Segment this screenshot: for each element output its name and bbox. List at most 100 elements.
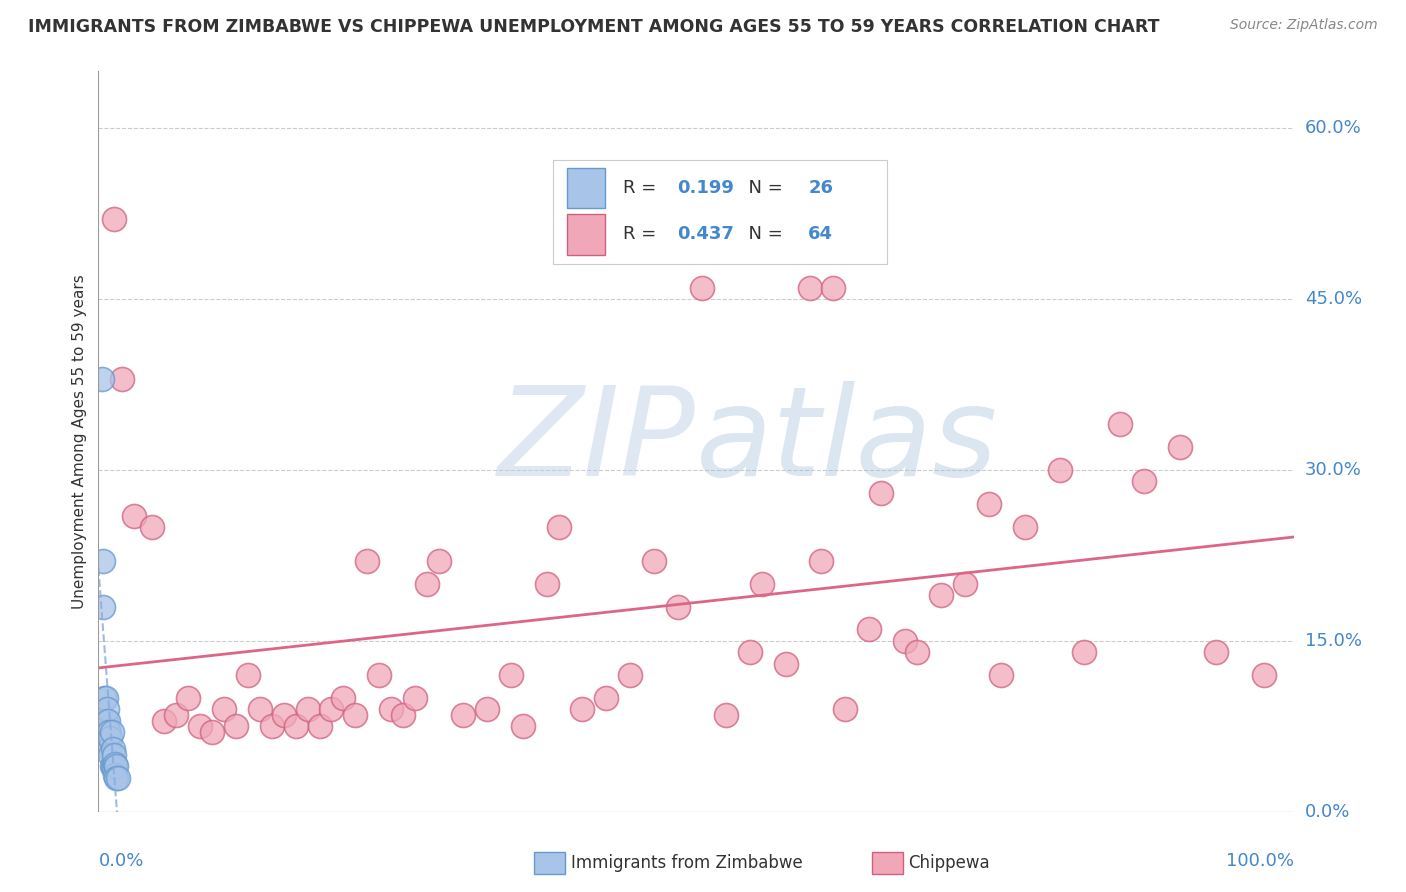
Point bbox=[212, 702, 235, 716]
Point bbox=[201, 725, 224, 739]
Text: IMMIGRANTS FROM ZIMBABWE VS CHIPPEWA UNEMPLOYMENT AMONG AGES 55 TO 59 YEARS CORR: IMMIGRANTS FROM ZIMBABWE VS CHIPPEWA UNE… bbox=[28, 18, 1160, 36]
Point bbox=[165, 707, 187, 722]
Point bbox=[977, 497, 1000, 511]
Point bbox=[643, 554, 665, 568]
Point bbox=[775, 657, 797, 671]
Text: 15.0%: 15.0% bbox=[1305, 632, 1361, 650]
Y-axis label: Unemployment Among Ages 55 to 59 years: Unemployment Among Ages 55 to 59 years bbox=[72, 274, 87, 609]
Point bbox=[799, 281, 821, 295]
Point bbox=[690, 281, 713, 295]
Text: Source: ZipAtlas.com: Source: ZipAtlas.com bbox=[1230, 18, 1378, 32]
Point bbox=[990, 668, 1012, 682]
Point bbox=[1073, 645, 1095, 659]
Point bbox=[91, 599, 114, 614]
Point bbox=[332, 690, 354, 705]
Point bbox=[98, 742, 121, 756]
Point bbox=[751, 577, 773, 591]
Text: ZIP: ZIP bbox=[498, 381, 696, 502]
Point bbox=[1133, 475, 1156, 489]
Point bbox=[1109, 417, 1132, 432]
Text: 0.199: 0.199 bbox=[676, 179, 734, 197]
Text: 0.0%: 0.0% bbox=[98, 853, 143, 871]
Text: R =: R = bbox=[623, 226, 662, 244]
Point bbox=[344, 707, 367, 722]
Point bbox=[188, 719, 211, 733]
Point bbox=[380, 702, 402, 716]
Point bbox=[595, 690, 617, 705]
Point bbox=[547, 520, 569, 534]
Point bbox=[512, 719, 534, 733]
Point bbox=[103, 761, 125, 775]
Point bbox=[392, 707, 415, 722]
Point bbox=[111, 372, 134, 386]
Point bbox=[894, 633, 917, 648]
Point bbox=[100, 759, 122, 773]
Point bbox=[97, 714, 120, 728]
Point bbox=[107, 771, 129, 785]
Point bbox=[93, 714, 115, 728]
Point bbox=[101, 759, 124, 773]
Point bbox=[96, 725, 118, 739]
Point bbox=[101, 742, 124, 756]
Point bbox=[1049, 463, 1071, 477]
Text: 0.437: 0.437 bbox=[676, 226, 734, 244]
Point bbox=[91, 554, 114, 568]
Point bbox=[427, 554, 450, 568]
Point bbox=[100, 725, 122, 739]
Point bbox=[284, 719, 307, 733]
Point bbox=[321, 702, 343, 716]
Point bbox=[96, 702, 118, 716]
Point bbox=[1253, 668, 1275, 682]
Point bbox=[666, 599, 689, 614]
Point bbox=[929, 588, 952, 602]
Text: 60.0%: 60.0% bbox=[1305, 120, 1361, 137]
Text: 30.0%: 30.0% bbox=[1305, 461, 1361, 479]
FancyBboxPatch shape bbox=[553, 161, 887, 264]
Text: Immigrants from Zimbabwe: Immigrants from Zimbabwe bbox=[571, 854, 803, 871]
Point bbox=[571, 702, 593, 716]
Point bbox=[141, 520, 163, 534]
Point bbox=[98, 731, 122, 745]
Point bbox=[260, 719, 283, 733]
Text: R =: R = bbox=[623, 179, 662, 197]
Point bbox=[236, 668, 259, 682]
Point bbox=[103, 747, 125, 762]
Point bbox=[225, 719, 247, 733]
Point bbox=[94, 690, 117, 705]
Point bbox=[249, 702, 271, 716]
Point bbox=[823, 281, 845, 295]
Text: Chippewa: Chippewa bbox=[908, 854, 990, 871]
Point bbox=[905, 645, 928, 659]
Point bbox=[94, 714, 117, 728]
Point bbox=[105, 771, 128, 785]
Point bbox=[91, 372, 114, 386]
FancyBboxPatch shape bbox=[567, 214, 605, 255]
Point bbox=[953, 577, 976, 591]
Point bbox=[93, 690, 115, 705]
Text: 64: 64 bbox=[808, 226, 834, 244]
Point bbox=[404, 690, 426, 705]
Point bbox=[451, 707, 474, 722]
Point bbox=[153, 714, 176, 728]
Point bbox=[104, 768, 127, 782]
Point bbox=[870, 485, 893, 500]
Text: N =: N = bbox=[737, 226, 789, 244]
Point bbox=[103, 212, 125, 227]
Point bbox=[1014, 520, 1036, 534]
Text: N =: N = bbox=[737, 179, 789, 197]
Text: 26: 26 bbox=[808, 179, 834, 197]
Text: 0.0%: 0.0% bbox=[1305, 803, 1350, 821]
Point bbox=[810, 554, 832, 568]
Point bbox=[738, 645, 761, 659]
Point bbox=[98, 725, 121, 739]
Point bbox=[104, 756, 127, 771]
Point bbox=[416, 577, 439, 591]
Point bbox=[98, 747, 122, 762]
Point bbox=[858, 623, 880, 637]
Point bbox=[273, 707, 295, 722]
Point bbox=[356, 554, 378, 568]
Point bbox=[834, 702, 856, 716]
Point bbox=[536, 577, 558, 591]
Point bbox=[619, 668, 641, 682]
Point bbox=[308, 719, 330, 733]
